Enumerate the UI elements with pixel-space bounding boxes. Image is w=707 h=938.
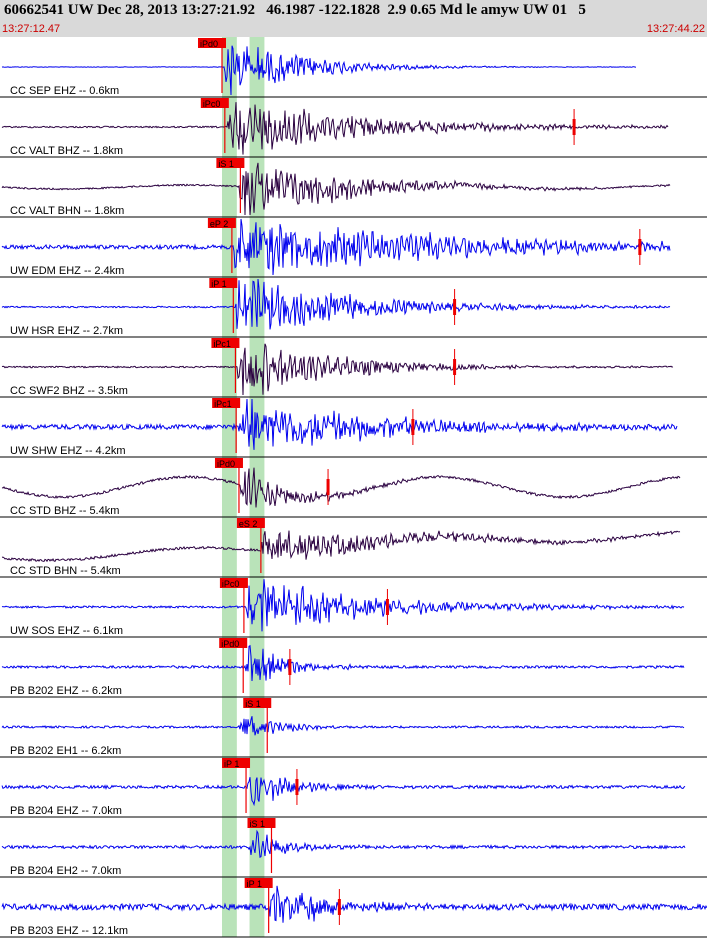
waveform-trace: [1, 776, 686, 807]
trace-row-12: iP 1 PB B204 EHZ -- 7.0km: [0, 758, 707, 818]
station-label: PB B202 EHZ -- 6.2km: [10, 685, 122, 697]
trace-row-4: iP 1 UW HSR EHZ -- 2.7km: [0, 278, 707, 338]
waveform-trace: [1, 398, 678, 450]
station-label: CC SEP EHZ -- 0.6km: [10, 85, 119, 97]
pick-label-box: [209, 278, 238, 288]
pick-label-box: [216, 158, 245, 168]
pick-label-box: [243, 698, 272, 708]
pick-label-box: [214, 458, 243, 468]
station-label: CC SWF2 BHZ -- 3.5km: [10, 385, 128, 397]
station-label: CC STD BHZ -- 5.4km: [10, 505, 119, 517]
pick-label: eS 2: [239, 519, 258, 529]
trace-row-1: iPc0 CC VALT BHZ -- 1.8km: [0, 98, 707, 158]
station-label: PB B202 EH1 -- 6.2km: [10, 745, 121, 757]
pick-label: iPd0: [217, 459, 235, 469]
pick-label-box: [197, 38, 226, 48]
pick-label-box: [222, 758, 251, 768]
station-label: PB B204 EH2 -- 7.0km: [10, 865, 121, 877]
event-header: 60662541 UW Dec 28, 2013 13:27:21.92 46.…: [0, 0, 707, 37]
pick-label: eP 2: [210, 219, 228, 229]
pick-label: iPc0: [203, 99, 221, 109]
waveform-trace: [1, 579, 685, 632]
station-label: UW SHW EHZ -- 4.2km: [10, 445, 126, 457]
pick-label: iS 1: [245, 699, 261, 709]
end-time-label: 13:27:44.22: [646, 23, 705, 35]
trace-row-8: eS 2 CC STD BHN -- 5.4km: [0, 518, 707, 578]
waveform-trace: [1, 885, 707, 923]
pick-label: iS 1: [218, 159, 234, 169]
station-label: CC STD BHN -- 5.4km: [10, 565, 121, 577]
event-title: 60662541 UW Dec 28, 2013 13:27:21.92 46.…: [4, 2, 586, 18]
station-label: UW EDM EHZ -- 2.4km: [10, 265, 124, 277]
waveform-trace: [1, 278, 671, 330]
phase-window-band-0: [221, 37, 237, 937]
trace-row-9: iPc0 UW SOS EHZ -- 6.1km: [0, 578, 707, 638]
pick-label: iPc1: [214, 399, 232, 409]
waveform-trace: [1, 644, 685, 682]
pick-label-box: [200, 98, 229, 108]
station-label: CC VALT BHN -- 1.8km: [10, 205, 124, 217]
pick-label-box: [244, 878, 273, 888]
pick-label-box: [207, 218, 236, 228]
waveform-trace: [1, 530, 681, 563]
pick-label-box: [219, 638, 248, 648]
trace-row-3: eP 2 UW EDM EHZ -- 2.4km: [0, 218, 707, 278]
phase-window-band-1: [249, 37, 265, 937]
pick-label: iP 1: [247, 879, 262, 889]
waveform-trace: [1, 467, 681, 508]
waveform-trace: [1, 829, 686, 858]
trace-row-5: iPc1 CC SWF2 BHZ -- 3.5km: [0, 338, 707, 398]
pick-label: iPc0: [222, 579, 240, 589]
waveform-trace: [1, 102, 669, 155]
seismogram-plot: iPd0 CC SEP EHZ -- 0.6km iPc0 CC VALT BHZ -…: [0, 37, 707, 938]
pick-label-box: [219, 578, 248, 588]
trace-row-6: iPc1 UW SHW EHZ -- 4.2km: [0, 398, 707, 458]
station-label: PB B204 EHZ -- 7.0km: [10, 805, 122, 817]
waveform-trace: [1, 716, 685, 736]
pick-label: iP 1: [224, 759, 239, 769]
trace-row-10: iPd0 PB B202 EHZ -- 6.2km: [0, 638, 707, 698]
waveform-trace: [1, 45, 636, 96]
pick-label-box: [236, 518, 265, 528]
pick-label-box: [211, 338, 240, 348]
trace-row-2: iS 1 CC VALT BHN -- 1.8km: [0, 158, 707, 218]
trace-row-0: iPd0 CC SEP EHZ -- 0.6km: [0, 38, 707, 98]
trace-row-14: iP 1 PB B203 EHZ -- 12.1km: [0, 878, 707, 938]
trace-row-13: iS 1 PB B204 EH2 -- 7.0km: [0, 818, 707, 878]
station-label: PB B203 EHZ -- 12.1km: [10, 925, 128, 937]
trace-row-7: iPd0 CC STD BHZ -- 5.4km: [0, 458, 707, 518]
station-label: UW SOS EHZ -- 6.1km: [10, 625, 123, 637]
waveform-trace: [1, 162, 671, 216]
pick-label: iS 1: [249, 819, 265, 829]
start-time-label: 13:27:12.47: [2, 23, 61, 35]
waveform-trace: [1, 343, 674, 396]
pick-label: iPc1: [213, 339, 231, 349]
pick-label: iPd0: [221, 639, 239, 649]
trace-row-11: iS 1 PB B202 EH1 -- 6.2km: [0, 698, 707, 758]
station-label: CC VALT BHZ -- 1.8km: [10, 145, 123, 157]
pick-label-box: [212, 398, 241, 408]
pick-label: iP 1: [211, 279, 226, 289]
seismogram-svg: iPd0 CC SEP EHZ -- 0.6km iPc0 CC VALT BHZ -…: [0, 37, 707, 938]
waveform-trace: [1, 218, 671, 276]
pick-label-box: [247, 818, 276, 828]
station-label: UW HSR EHZ -- 2.7km: [10, 325, 123, 337]
pick-label: iPd0: [200, 39, 218, 49]
